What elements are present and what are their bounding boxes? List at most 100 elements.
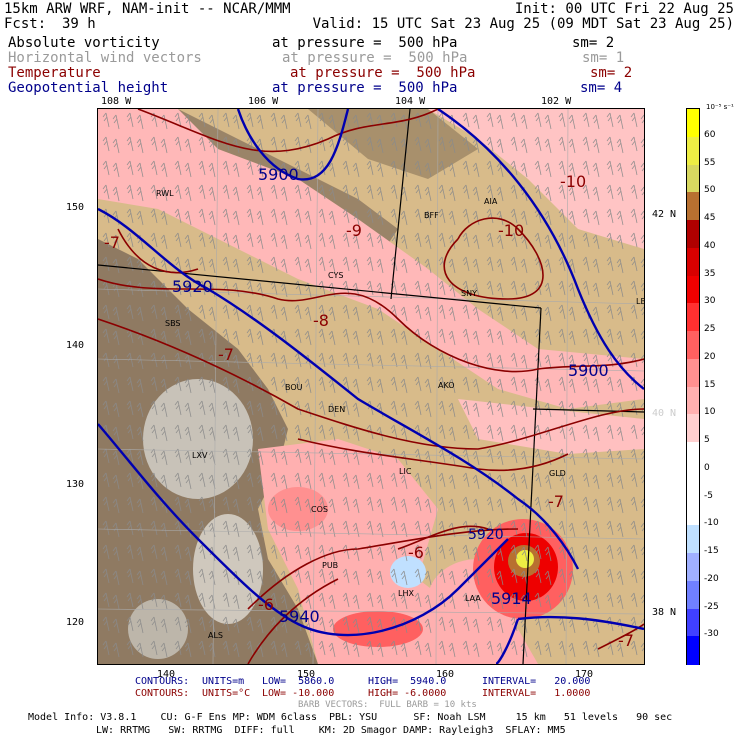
colorbar-segment bbox=[687, 386, 699, 415]
colorbar-label: 20 bbox=[704, 351, 716, 362]
lon-label: 104 W bbox=[395, 96, 426, 107]
grid-y-label: 120 bbox=[66, 617, 85, 628]
colorbar-label: 40 bbox=[704, 240, 716, 251]
colorbar-label: 35 bbox=[704, 268, 716, 279]
grid-y-label: 130 bbox=[66, 479, 85, 490]
station-label: LBF bbox=[636, 297, 644, 306]
grid-x-label: 140 bbox=[157, 669, 176, 680]
fcst-label: Fcst: bbox=[4, 16, 47, 32]
colorbar-segment bbox=[687, 469, 699, 498]
temperature-label: -7 bbox=[548, 492, 564, 511]
field-height-name: Geopotential height bbox=[8, 80, 169, 96]
colorbar-segment bbox=[687, 358, 699, 387]
colorbar-label: 45 bbox=[704, 213, 716, 223]
barb-note: BARB VECTORS: FULL BARB = 10 kts bbox=[298, 700, 477, 710]
lat-label: 42 N bbox=[652, 209, 677, 220]
station-label: GLD bbox=[549, 469, 566, 478]
lon-label: 106 W bbox=[248, 96, 279, 107]
temperature-label: -10 bbox=[560, 172, 587, 191]
station-label: CYS bbox=[328, 271, 344, 280]
station-label: SBS bbox=[165, 319, 181, 328]
lon-label: 108 W bbox=[101, 96, 132, 107]
colorbar-label: 5 bbox=[704, 435, 710, 445]
colorbar-label: -10 bbox=[704, 518, 719, 529]
colorbar-label: 10 bbox=[704, 407, 716, 418]
temperature-label: -7 bbox=[104, 233, 120, 252]
grid-y-label: 150 bbox=[66, 202, 85, 213]
field-wind-sm: sm= 1 bbox=[582, 50, 625, 66]
station-label: LIC bbox=[399, 467, 412, 476]
colorbar-segment bbox=[687, 636, 699, 665]
field-height-pressure: at pressure = 500 hPa bbox=[272, 80, 458, 96]
colorbar-segment bbox=[687, 220, 699, 249]
height-label: 5900 bbox=[258, 165, 299, 184]
station-label: LHX bbox=[398, 589, 414, 598]
map-svg bbox=[98, 109, 644, 664]
station-label: BFF bbox=[424, 211, 439, 220]
height-contour-low: LOW= 5860.0 bbox=[262, 676, 335, 687]
field-vort-pressure: at pressure = 500 hPa bbox=[272, 35, 458, 51]
colorbar-segment bbox=[687, 553, 699, 582]
grid-x-label: 150 bbox=[297, 669, 316, 680]
temperature-label: -10 bbox=[498, 221, 525, 240]
station-label: LXV bbox=[192, 451, 208, 460]
wind-barbs bbox=[98, 109, 644, 664]
model-info-line-2: LW: RRTMG SW: RRTMG DIFF: full KM: 2D Sm… bbox=[96, 725, 566, 736]
colorbar-label: 60 bbox=[704, 129, 716, 140]
colorbar-label: 50 bbox=[704, 185, 716, 196]
station-label: LAA bbox=[465, 594, 481, 603]
field-temp-name: Temperature bbox=[8, 65, 101, 81]
station-label: AKO bbox=[438, 381, 455, 390]
temp-contour-high: HIGH= -6.0000 bbox=[368, 688, 447, 699]
station-label: SNY bbox=[461, 289, 477, 298]
station-label: RWL bbox=[156, 189, 174, 198]
colorbar-segment bbox=[687, 164, 699, 193]
colorbar-label: 15 bbox=[704, 379, 716, 390]
colorbar-segment bbox=[687, 442, 699, 471]
colorbar bbox=[686, 108, 700, 665]
colorbar-segment bbox=[687, 414, 699, 443]
colorbar-segment bbox=[687, 109, 699, 138]
temperature-contours bbox=[98, 109, 644, 664]
station-label: BOU bbox=[285, 383, 303, 392]
temp-contour-label: CONTOURS: bbox=[135, 688, 190, 699]
field-temp-sm: sm= 2 bbox=[590, 65, 633, 81]
county-lines bbox=[98, 109, 644, 664]
valid-time: Valid: 15 UTC Sat 23 Aug 25 (09 MDT Sat … bbox=[312, 16, 734, 32]
colorbar-segment bbox=[687, 247, 699, 276]
colorbar-label: -25 bbox=[704, 601, 719, 612]
station-label: AIA bbox=[484, 197, 498, 206]
grid-x-label: 160 bbox=[436, 669, 455, 680]
colorbar-label: 0 bbox=[704, 462, 710, 473]
colorbar-segment bbox=[687, 497, 699, 526]
colorbar-unit: 10⁻⁵ s⁻¹ bbox=[706, 103, 734, 111]
lat-label: 40 N bbox=[652, 408, 677, 419]
colorbar-segment bbox=[687, 331, 699, 360]
model-title: 15km ARW WRF, NAM-init -- NCAR/MMM bbox=[4, 1, 291, 17]
height-contour-label: CONTOURS: bbox=[135, 676, 190, 687]
lon-label: 102 W bbox=[541, 96, 572, 107]
colorbar-segment bbox=[687, 275, 699, 304]
height-label: 5920 bbox=[172, 277, 213, 296]
temperature-label: -7 bbox=[618, 631, 634, 650]
lat-label: 38 N bbox=[652, 607, 677, 618]
field-height-sm: sm= 4 bbox=[580, 80, 623, 96]
station-label: COS bbox=[311, 505, 328, 514]
model-info-line-1: Model Info: V3.8.1 CU: G-F Ens MP: WDM 6… bbox=[28, 712, 673, 723]
colorbar-label: 55 bbox=[704, 157, 716, 168]
temperature-label: -8 bbox=[313, 311, 329, 330]
colorbar-label: -5 bbox=[704, 490, 713, 501]
height-contour-high: HIGH= 5940.0 bbox=[368, 676, 447, 687]
field-vort-sm: sm= 2 bbox=[572, 35, 615, 51]
temperature-label: -7 bbox=[218, 345, 234, 364]
field-wind-name: Horizontal wind vectors bbox=[8, 50, 202, 66]
temperature-label: -9 bbox=[346, 221, 362, 240]
init-time: Init: 00 UTC Fri 22 Aug 25 bbox=[514, 1, 734, 17]
temp-contour-low: LOW= -10.000 bbox=[262, 688, 335, 699]
colorbar-label: 25 bbox=[704, 324, 716, 334]
height-label: 5920 bbox=[468, 527, 504, 543]
height-contour-interval: INTERVAL= 20.000 bbox=[482, 676, 591, 687]
station-label: DEN bbox=[328, 405, 346, 414]
colorbar-segment bbox=[687, 525, 699, 554]
grid-x-label: 170 bbox=[575, 669, 594, 680]
